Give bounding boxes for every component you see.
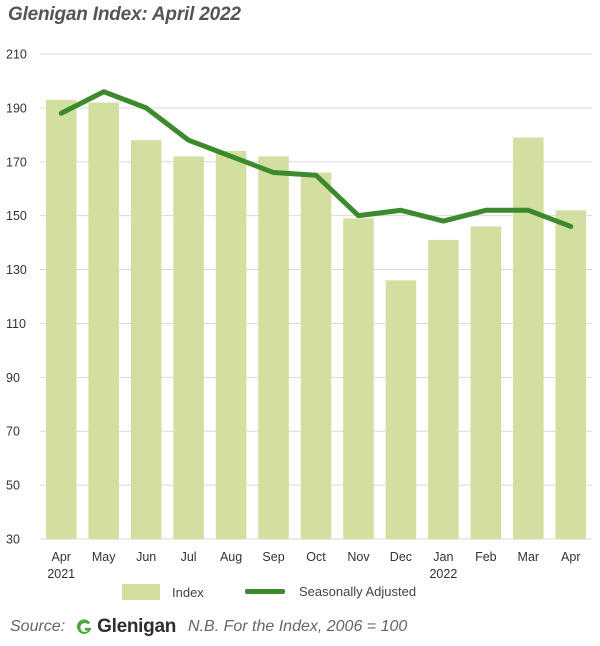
index-bar [555, 210, 587, 539]
x-tick-label: Mar [518, 550, 540, 564]
chart-title: Glenigan Index: April 2022 [8, 4, 241, 25]
index-bar [343, 218, 374, 539]
y-tick-label: 150 [6, 209, 27, 223]
y-tick-label: 90 [6, 371, 20, 385]
glenigan-logo: Glenigan [75, 616, 176, 638]
x-tick-year-label: 2021 [47, 567, 75, 580]
y-tick-label: 210 [6, 48, 27, 62]
index-bar [470, 226, 502, 539]
chart-area: 30 50 70 90 110 130 150 170 190 210 Apr 2021 May Jun… [6, 48, 592, 580]
x-tick-label: Jan [433, 550, 453, 564]
x-tick-label: Feb [475, 550, 497, 564]
x-tick-year-label: 2022 [429, 567, 457, 580]
x-tick-label: Nov [347, 550, 370, 564]
y-tick-label: 30 [6, 533, 20, 547]
legend-label-seasonally-adjusted: Seasonally Adjusted [299, 584, 417, 599]
index-bar [428, 239, 459, 539]
index-bar [300, 172, 332, 540]
x-axis-ticks: Apr 2021 May Jun Jul Aug Sep Oct Nov Dec Jan 2022 Fe… [47, 550, 580, 580]
legend-label-index: Index [172, 584, 204, 600]
source-footer: Source: Glenigan N.B. For the Index, 200… [10, 616, 407, 638]
y-tick-label: 70 [6, 425, 20, 439]
seasonally-adjusted-line [58, 89, 574, 229]
x-tick-label: Dec [390, 550, 412, 564]
index-bar [513, 137, 544, 539]
x-tick-label: Jul [181, 550, 197, 564]
index-bar [173, 156, 204, 539]
x-tick-label: Apr [52, 550, 71, 564]
x-tick-label: Oct [306, 550, 326, 564]
y-tick-label: 130 [6, 263, 27, 277]
index-bar [88, 102, 119, 539]
footnote: N.B. For the Index, 2006 = 100 [188, 618, 408, 635]
y-tick-label: 190 [6, 101, 27, 115]
x-tick-label: Jun [136, 550, 156, 564]
index-bar [130, 140, 162, 539]
x-tick-label: Apr [561, 550, 580, 564]
y-tick-label: 170 [6, 155, 27, 169]
y-tick-label: 110 [6, 317, 26, 331]
y-tick-label: 50 [6, 479, 20, 493]
index-bars [45, 99, 587, 540]
x-tick-label: May [92, 550, 116, 564]
index-bar [385, 280, 417, 539]
index-bar [258, 156, 289, 539]
x-tick-label: Aug [220, 550, 242, 564]
legend-swatch-seasonally-adjusted [245, 589, 285, 594]
index-bar [215, 151, 247, 539]
legend-item-index: Index [122, 584, 204, 600]
seasonally-adjusted-line-group [58, 89, 574, 229]
legend-swatch-index [122, 584, 160, 600]
y-axis-ticks: 30 50 70 90 110 130 150 170 190 210 [6, 48, 27, 547]
index-bar [45, 99, 77, 540]
brand-name: Glenigan [97, 616, 177, 637]
legend-item-seasonally-adjusted: Seasonally Adjusted [245, 584, 416, 599]
legend: Index Seasonally Adjusted [0, 584, 600, 608]
x-tick-label: Sep [262, 550, 284, 564]
source-label: Source: [10, 618, 66, 635]
glenigan-g-icon [77, 619, 92, 634]
